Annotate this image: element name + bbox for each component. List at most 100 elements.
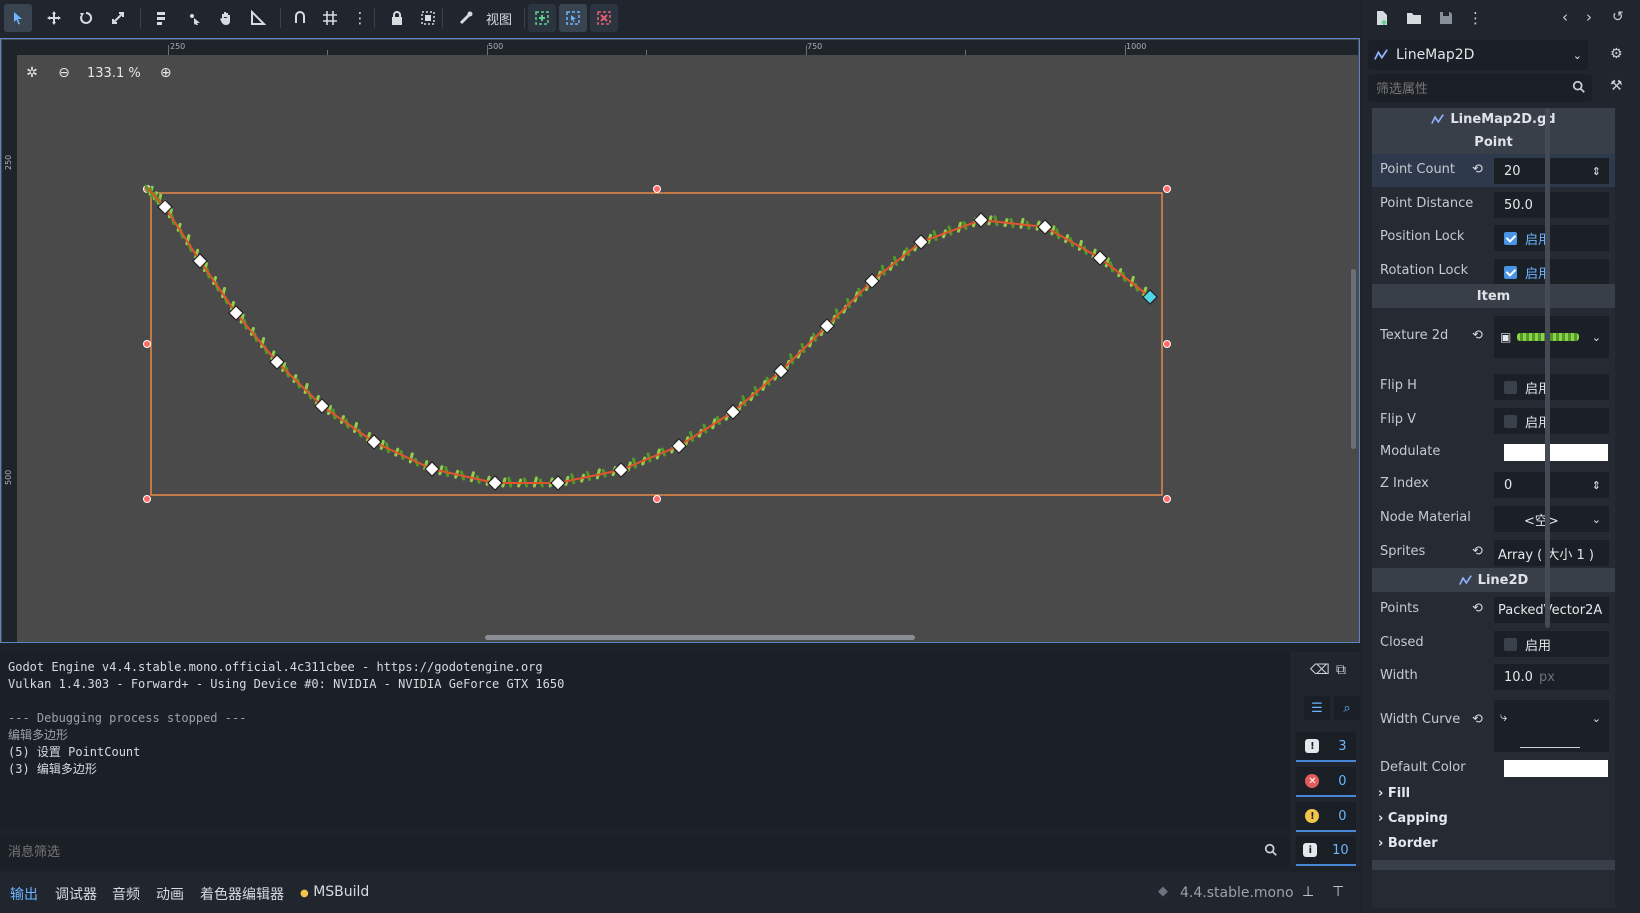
- group-icon[interactable]: [414, 4, 442, 32]
- curve-point-handle[interactable]: [613, 462, 629, 478]
- curve-point-handle[interactable]: [1142, 289, 1158, 305]
- spinner-icon[interactable]: ⇕: [1591, 478, 1601, 492]
- property-tools-icon[interactable]: ⚒: [1610, 78, 1623, 94]
- default-color-swatch[interactable]: [1504, 760, 1608, 777]
- bone-icon[interactable]: [452, 4, 480, 32]
- search-toggle-icon[interactable]: ⌕: [1334, 696, 1360, 720]
- zoom-out-icon[interactable]: ⊖: [58, 65, 70, 81]
- edit-point-icon[interactable]: [559, 4, 587, 32]
- curve-point-handle[interactable]: [773, 363, 789, 379]
- chevron-down-icon[interactable]: ⌄: [1591, 712, 1601, 725]
- tab-msbuild[interactable]: ● MSBuild: [300, 884, 369, 900]
- filter-warnings-button[interactable]: ! 0: [1296, 802, 1356, 832]
- closed-checkbox[interactable]: 启用: [1494, 631, 1609, 657]
- canvas-viewport[interactable]: 250 500 750 1000 250 500 ✲ ⊖ 133.1 % ⊕: [0, 38, 1360, 643]
- resize-handle[interactable]: [1163, 495, 1171, 503]
- new-resource-icon[interactable]: [1374, 10, 1390, 30]
- tab-debugger[interactable]: 调试器: [55, 887, 97, 903]
- section-item[interactable]: Item: [1372, 284, 1615, 308]
- chevron-down-icon[interactable]: ⌄: [1591, 330, 1601, 344]
- tab-output[interactable]: 输出: [10, 887, 38, 903]
- flip-v-checkbox[interactable]: 启用: [1494, 408, 1609, 434]
- tab-audio[interactable]: 音频: [112, 887, 140, 903]
- curve-point-handle[interactable]: [1037, 219, 1053, 235]
- section-line2d[interactable]: Line2D: [1372, 568, 1615, 592]
- curve-point-handle[interactable]: [671, 438, 687, 454]
- resize-handle[interactable]: [653, 185, 661, 193]
- resize-handle[interactable]: [1163, 340, 1171, 348]
- copy-log-icon[interactable]: ⧉: [1336, 662, 1346, 678]
- flip-h-checkbox[interactable]: 启用: [1494, 374, 1609, 400]
- recent-history-icon[interactable]: ↺: [1612, 9, 1624, 25]
- curve-point-handle[interactable]: [487, 475, 503, 491]
- property-filter-input[interactable]: [1374, 77, 1568, 101]
- width-field[interactable]: 10.0 px: [1494, 664, 1609, 690]
- ruler-vertical[interactable]: 250 500: [2, 55, 17, 642]
- section-point[interactable]: Point: [1372, 130, 1615, 154]
- curve-point-handle[interactable]: [819, 318, 835, 334]
- tab-shader-editor[interactable]: 着色器编辑器: [200, 887, 284, 903]
- delete-point-icon[interactable]: [590, 4, 618, 32]
- scale-mode-icon[interactable]: [104, 4, 132, 32]
- width-curve-field[interactable]: ⤷ ⌄: [1494, 700, 1609, 752]
- select-mode-icon[interactable]: [4, 4, 32, 32]
- inspector-scrollbar[interactable]: [1545, 108, 1550, 628]
- modulate-color-swatch[interactable]: [1504, 444, 1608, 461]
- sprites-field[interactable]: Array ( 大小 1 ): [1494, 540, 1609, 566]
- revert-icon[interactable]: ⟲: [1472, 712, 1483, 727]
- tab-animation[interactable]: 动画: [156, 887, 184, 903]
- rotation-lock-checkbox[interactable]: 启用: [1494, 259, 1609, 285]
- revert-icon[interactable]: ⟲: [1472, 162, 1483, 177]
- chevron-down-icon[interactable]: ⌄: [1591, 512, 1601, 526]
- curve-point-handle[interactable]: [366, 434, 382, 450]
- points-field[interactable]: PackedVector2A: [1494, 597, 1609, 623]
- filter-info-button[interactable]: i 10: [1296, 836, 1356, 866]
- lock-icon[interactable]: [383, 4, 411, 32]
- horizontal-scrollbar[interactable]: [485, 635, 915, 640]
- history-back-icon[interactable]: ‹: [1562, 8, 1568, 26]
- pivot-icon[interactable]: [180, 4, 208, 32]
- save-icon[interactable]: [1438, 10, 1454, 30]
- more-options-icon[interactable]: ⋮: [1468, 9, 1483, 27]
- texture-field[interactable]: ▣ ⌄: [1494, 316, 1609, 358]
- view-menu[interactable]: 视图: [480, 4, 518, 32]
- node-selector[interactable]: LineMap2D ⌄: [1368, 40, 1588, 70]
- filter-errors-button[interactable]: ✕ 0: [1296, 767, 1356, 797]
- resize-handle[interactable]: [1163, 185, 1171, 193]
- add-point-icon[interactable]: [528, 4, 556, 32]
- curve-point-handle[interactable]: [424, 461, 440, 477]
- node-material-field[interactable]: <空> ⌄: [1494, 506, 1609, 532]
- spinner-icon[interactable]: ⇕: [1591, 164, 1601, 178]
- curve-point-handle[interactable]: [192, 253, 208, 269]
- clear-log-icon[interactable]: ⌫: [1310, 662, 1330, 678]
- snap-options-icon[interactable]: ⋮: [352, 9, 368, 27]
- group-border[interactable]: › Border: [1378, 836, 1438, 851]
- history-forward-icon[interactable]: ›: [1586, 8, 1592, 26]
- curve-point-handle[interactable]: [725, 404, 741, 420]
- collapse-icon[interactable]: ☰: [1304, 696, 1330, 720]
- ruler-icon[interactable]: [244, 4, 272, 32]
- curve-point-handle[interactable]: [550, 475, 566, 491]
- resize-handle[interactable]: [653, 495, 661, 503]
- resize-handle[interactable]: [143, 340, 151, 348]
- curve-point-handle[interactable]: [314, 398, 330, 414]
- filter-messages-button[interactable]: ! 3: [1296, 732, 1356, 762]
- pan-hand-icon[interactable]: [212, 4, 240, 32]
- revert-icon[interactable]: ⟲: [1472, 328, 1483, 343]
- z-index-field[interactable]: 0 ⇕: [1494, 472, 1609, 498]
- curve-point-handle[interactable]: [269, 354, 285, 370]
- point-distance-field[interactable]: 50.0: [1494, 192, 1609, 218]
- curve-point-handle[interactable]: [973, 212, 989, 228]
- resize-handle[interactable]: [143, 495, 151, 503]
- revert-icon[interactable]: ⟲: [1472, 601, 1483, 616]
- group-capping[interactable]: › Capping: [1378, 811, 1448, 826]
- pin-icon[interactable]: ⊥: [1302, 884, 1315, 900]
- curve-point-handle[interactable]: [864, 273, 880, 289]
- move-mode-icon[interactable]: [40, 4, 68, 32]
- zoom-value[interactable]: 133.1 %: [87, 65, 141, 81]
- vertical-scrollbar[interactable]: [1351, 269, 1356, 449]
- node-settings-icon[interactable]: ⚙: [1610, 46, 1623, 62]
- open-folder-icon[interactable]: [1406, 10, 1422, 30]
- curve-point-handle[interactable]: [1092, 250, 1108, 266]
- revert-icon[interactable]: ⟲: [1472, 544, 1483, 559]
